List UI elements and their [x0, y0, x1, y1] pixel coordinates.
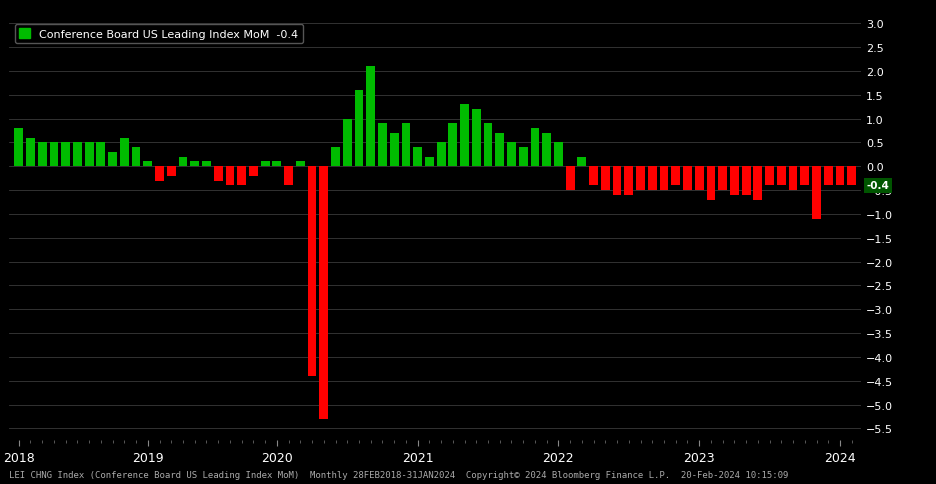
Bar — [402, 124, 410, 167]
Bar — [554, 143, 563, 167]
Bar — [531, 129, 539, 167]
Text: -0.4: -0.4 — [867, 181, 889, 191]
Bar — [730, 167, 739, 196]
Bar — [249, 167, 257, 176]
Bar — [413, 148, 422, 167]
Bar — [448, 124, 458, 167]
Bar — [624, 167, 634, 196]
Bar — [707, 167, 715, 200]
Bar — [179, 157, 187, 167]
Bar — [37, 143, 47, 167]
Bar — [190, 162, 199, 167]
Bar — [226, 167, 234, 186]
Bar — [26, 138, 35, 167]
Bar — [261, 162, 270, 167]
Bar — [343, 119, 352, 167]
Bar — [96, 143, 105, 167]
Bar — [601, 167, 609, 191]
Bar — [85, 143, 94, 167]
Bar — [437, 143, 446, 167]
Legend: Conference Board US Leading Index MoM  -0.4: Conference Board US Leading Index MoM -0… — [15, 25, 303, 44]
Bar — [296, 162, 305, 167]
Bar — [202, 162, 211, 167]
Bar — [824, 167, 833, 186]
Bar — [143, 162, 153, 167]
Bar — [565, 167, 575, 191]
Bar — [789, 167, 797, 191]
Bar — [461, 105, 469, 167]
Bar — [73, 143, 81, 167]
Bar — [578, 157, 586, 167]
Bar — [50, 143, 58, 167]
Bar — [847, 167, 856, 186]
Bar — [495, 134, 505, 167]
Bar — [285, 167, 293, 186]
Bar — [836, 167, 844, 186]
Bar — [132, 148, 140, 167]
Bar — [61, 143, 70, 167]
Bar — [331, 148, 340, 167]
Bar — [800, 167, 810, 186]
Bar — [425, 157, 433, 167]
Bar — [484, 124, 492, 167]
Bar — [272, 162, 281, 167]
Bar — [389, 134, 399, 167]
Bar — [695, 167, 704, 191]
Bar — [109, 152, 117, 167]
Bar — [613, 167, 622, 196]
Text: LEI CHNG Index (Conference Board US Leading Index MoM)  Monthly 28FEB2018-31JAN2: LEI CHNG Index (Conference Board US Lead… — [9, 470, 789, 479]
Bar — [590, 167, 598, 186]
Bar — [366, 67, 375, 167]
Bar — [741, 167, 751, 196]
Bar — [777, 167, 785, 186]
Bar — [519, 148, 528, 167]
Bar — [120, 138, 129, 167]
Bar — [753, 167, 762, 200]
Bar — [683, 167, 692, 191]
Bar — [542, 134, 551, 167]
Bar — [14, 129, 23, 167]
Bar — [718, 167, 727, 191]
Bar — [812, 167, 821, 219]
Bar — [237, 167, 246, 186]
Bar — [671, 167, 680, 186]
Bar — [507, 143, 516, 167]
Bar — [308, 167, 316, 376]
Bar — [378, 124, 387, 167]
Bar — [319, 167, 329, 419]
Bar — [213, 167, 223, 181]
Bar — [155, 167, 164, 181]
Bar — [660, 167, 668, 191]
Bar — [648, 167, 657, 191]
Bar — [355, 91, 363, 167]
Bar — [636, 167, 645, 191]
Bar — [766, 167, 774, 186]
Bar — [472, 110, 481, 167]
Bar — [167, 167, 176, 176]
